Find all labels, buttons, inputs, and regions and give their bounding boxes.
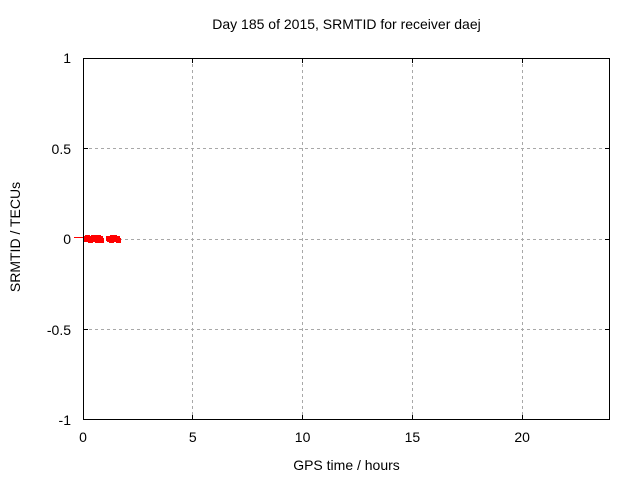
y-gridline — [83, 238, 610, 240]
series-srmtid-layer — [73, 58, 610, 420]
x-axis-title: GPS time / hours — [293, 457, 400, 473]
y-tick-label: 0 — [63, 231, 71, 247]
plot-border — [83, 58, 610, 420]
y-tick-label: 0.5 — [51, 140, 71, 157]
x-axis-tick — [302, 415, 304, 420]
x-axis-tick-mirror — [521, 58, 523, 63]
data-point-marker — [115, 237, 121, 243]
x-axis-tick — [521, 415, 523, 420]
x-tick-label: 15 — [404, 429, 421, 445]
x-axis-tick — [411, 415, 413, 420]
y-gridline — [83, 148, 610, 149]
x-axis-tick-mirror — [411, 58, 413, 63]
x-tick-label: 10 — [294, 429, 311, 445]
x-tick-label: 5 — [188, 429, 197, 445]
x-axis-tick — [192, 415, 194, 420]
y-axis-tick — [83, 148, 88, 149]
y-tick-label: 1 — [63, 50, 71, 66]
y-tick-label: -1 — [58, 412, 71, 428]
y-axis-tick-mirror — [605, 329, 610, 330]
tick-layer — [83, 58, 610, 420]
y-axis-tick — [83, 329, 88, 330]
data-point-marker — [99, 237, 105, 243]
series-edge-artifact — [73, 236, 83, 238]
chart-title: Day 185 of 2015, SRMTID for receiver dae… — [212, 16, 481, 32]
y-gridline — [83, 329, 610, 330]
y-tick-label: -0.5 — [46, 321, 71, 338]
y-axis-tick-mirror — [605, 148, 610, 149]
x-tick-label: 0 — [79, 429, 87, 445]
x-axis-tick-mirror — [192, 58, 194, 63]
x-axis-tick-mirror — [302, 58, 304, 63]
grid-layer — [83, 58, 610, 420]
plot-area — [73, 58, 610, 420]
x-tick-label: 20 — [514, 429, 530, 445]
y-axis-tick-mirror — [605, 238, 610, 240]
